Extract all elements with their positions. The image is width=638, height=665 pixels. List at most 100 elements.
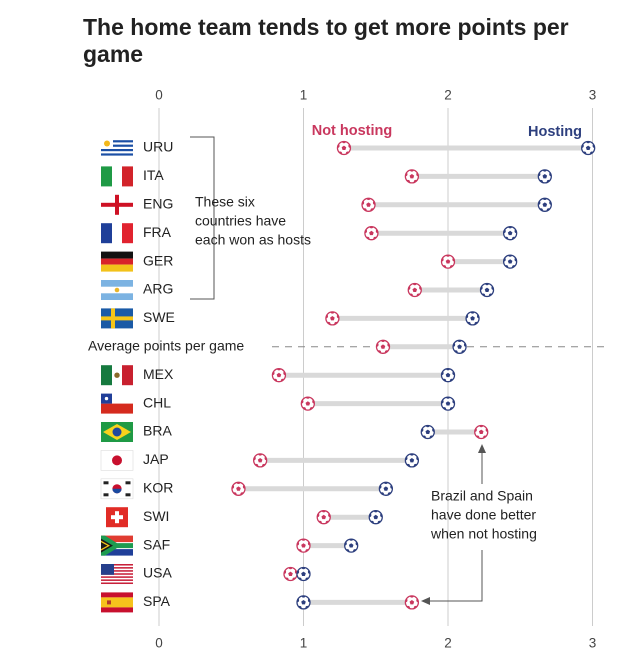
country-label: ITA — [143, 167, 164, 183]
south-africa-flag-icon — [101, 535, 133, 556]
hosting-marker — [296, 595, 311, 610]
row-usa: USA — [101, 564, 311, 585]
not-hosting-marker — [231, 481, 246, 496]
not-hosting-marker — [296, 538, 311, 553]
tick-label: 1 — [300, 636, 308, 651]
hosting-marker — [465, 311, 480, 326]
brazil-flag-icon — [101, 422, 133, 442]
tick-label: 3 — [589, 636, 597, 651]
legend: Not hosting Hosting — [312, 123, 582, 140]
tick-label: 0 — [155, 88, 163, 103]
hosting-marker — [502, 226, 518, 241]
country-label: FRA — [143, 224, 172, 240]
not-hosting-marker — [404, 169, 420, 184]
x-axis-top: 0 1 2 3 — [155, 88, 596, 103]
tick-label: 0 — [155, 636, 163, 651]
not-hosting-marker — [252, 453, 268, 468]
row-spa: SPA — [101, 592, 420, 613]
brazil-spain-annotation-line: Brazil and Spain — [431, 488, 533, 504]
hosting-marker — [502, 254, 518, 269]
spain-arrow-head — [421, 597, 430, 605]
not-hosting-marker — [361, 197, 376, 212]
not-hosting-marker — [375, 339, 391, 354]
gridlines — [158, 108, 593, 626]
legend-hosting: Hosting — [528, 124, 582, 140]
not-hosting-marker — [407, 282, 422, 298]
country-label: SAF — [143, 536, 170, 552]
row-fra: FRA — [101, 223, 518, 244]
row-saf: SAF — [101, 535, 359, 556]
not-hosting-marker — [474, 424, 489, 440]
england-flag-icon — [101, 194, 133, 215]
country-label: ENG — [143, 196, 173, 212]
brazil-arrow-head — [478, 444, 486, 453]
argentina-flag-icon — [101, 280, 133, 300]
row-uru: URU — [101, 138, 596, 158]
row-jap: JAP — [100, 450, 420, 471]
country-label: MEX — [143, 366, 174, 382]
hosting-marker — [344, 538, 359, 553]
tick-label: 2 — [444, 88, 452, 103]
switzerland-flag-icon — [106, 507, 128, 528]
not-hosting-marker — [336, 140, 352, 156]
row-swi: SWI — [106, 507, 383, 528]
italy-flag-icon — [101, 166, 133, 187]
row-swe: SWE — [101, 308, 480, 329]
not-hosting-marker — [271, 368, 287, 383]
hosting-marker — [440, 396, 456, 411]
country-label: ARG — [143, 281, 173, 297]
row-ita: ITA — [101, 166, 552, 187]
winners-annotation-line: countries have — [195, 213, 286, 229]
spain-flag-icon — [101, 592, 133, 613]
hosting-marker — [296, 566, 311, 582]
tick-label: 3 — [589, 88, 597, 103]
row-chl: CHL — [101, 393, 456, 414]
country-label: USA — [143, 565, 172, 581]
not-hosting-marker — [316, 510, 331, 525]
winners-bracket — [190, 136, 215, 300]
not-hosting-marker — [440, 254, 456, 269]
sweden-flag-icon — [101, 308, 133, 329]
not-hosting-marker — [300, 396, 315, 411]
row-mex: MEX — [101, 365, 456, 386]
chile-flag-icon — [101, 393, 133, 414]
legend-not-hosting: Not hosting — [312, 123, 393, 139]
country-label: SPA — [143, 593, 171, 609]
hosting-marker — [420, 424, 435, 440]
row-eng: ENG — [101, 194, 552, 215]
average-row: Average points per game — [88, 338, 606, 354]
mexico-flag-icon — [101, 365, 133, 386]
bracket-line — [190, 136, 215, 300]
winners-annotation-line: each won as hosts — [195, 232, 311, 248]
country-label: CHL — [143, 394, 171, 410]
chart-title: The home team tends to get more points p… — [83, 14, 569, 67]
not-hosting-marker — [404, 595, 420, 610]
france-flag-icon — [101, 223, 133, 244]
country-label: GER — [143, 252, 173, 268]
japan-flag-icon — [100, 450, 134, 471]
rows: URU ITA ENG FRA GER ARG SWE Average points per … — [88, 138, 606, 613]
tick-label: 1 — [300, 88, 308, 103]
row-ger: GER — [101, 251, 518, 272]
hosting-marker — [378, 481, 394, 496]
row-arg: ARG — [101, 280, 495, 300]
not-hosting-marker — [325, 311, 340, 326]
average-label: Average points per game — [88, 338, 244, 354]
south-korea-flag-icon — [100, 478, 134, 500]
country-label: JAP — [143, 451, 169, 467]
hosting-marker — [537, 169, 552, 184]
not-hosting-marker — [364, 226, 379, 241]
hosting-marker — [479, 282, 495, 298]
winners-annotation-line: These six — [195, 194, 255, 210]
hosting-marker — [581, 140, 596, 156]
brazil-spain-annotation-line: when not hosting — [430, 526, 537, 542]
hosting-marker — [452, 339, 467, 354]
country-label: KOR — [143, 480, 173, 496]
x-axis-bottom: 0 1 2 3 — [155, 636, 596, 651]
tick-label: 2 — [444, 636, 452, 651]
not-hosting-marker — [283, 566, 298, 582]
hosting-marker — [368, 510, 383, 525]
row-kor: KOR — [100, 478, 394, 500]
country-label: BRA — [143, 423, 172, 439]
